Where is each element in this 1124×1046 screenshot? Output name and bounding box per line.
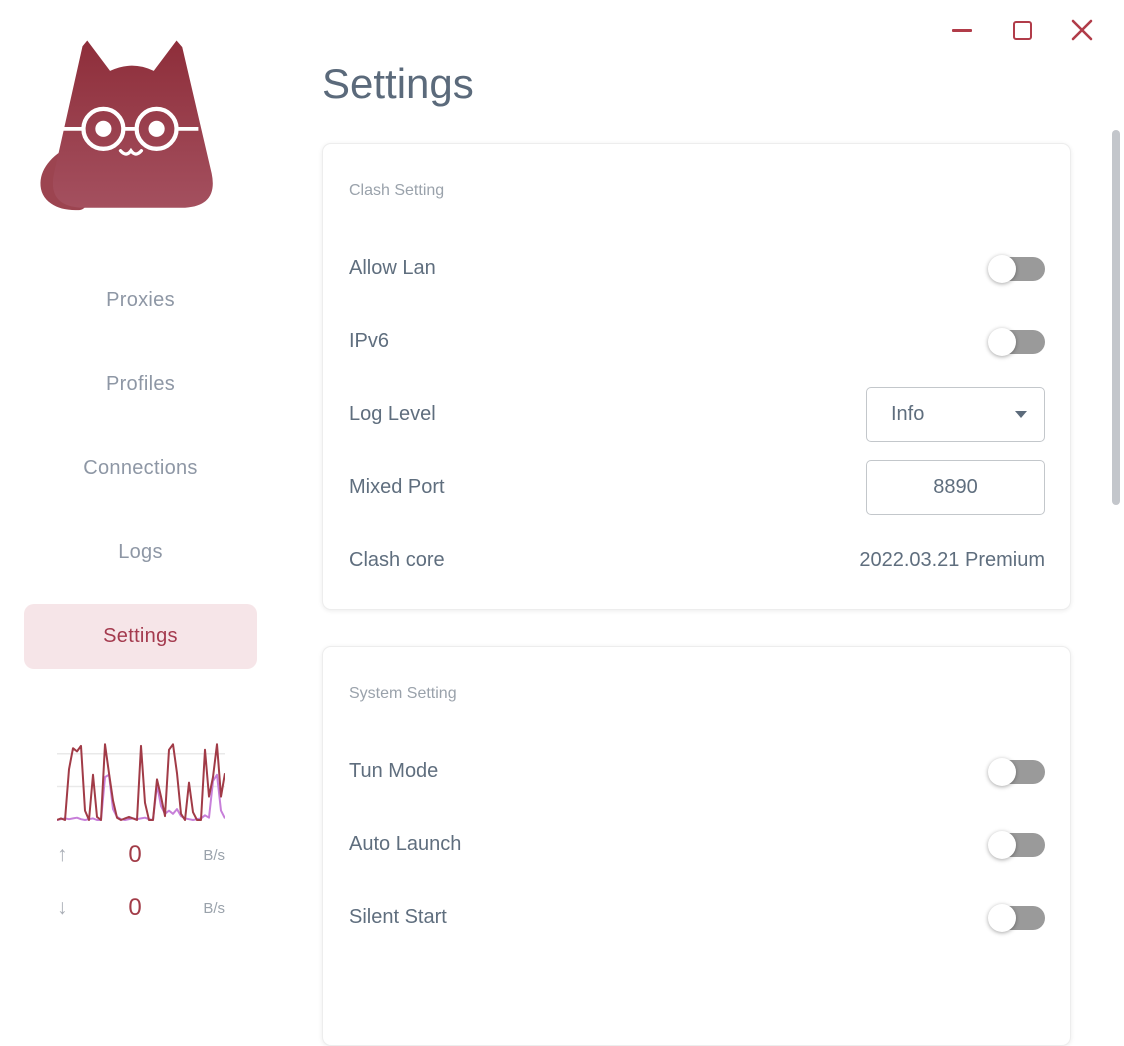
page-title: Settings <box>322 60 474 107</box>
section-label-clash-setting: Clash Setting <box>349 182 445 199</box>
sidebar-item-connections[interactable]: Connections <box>83 457 198 479</box>
log-level-select[interactable]: Info <box>866 387 1045 442</box>
upload-speed-row: ↑ 0 B/s <box>57 840 225 870</box>
arrow-up-icon: ↑ <box>57 843 68 866</box>
tun-mode-label: Tun Mode <box>349 760 439 782</box>
window-controls <box>940 8 1104 52</box>
ipv6-toggle[interactable] <box>988 327 1045 356</box>
minimize-button[interactable] <box>940 8 984 52</box>
ipv6-label: IPv6 <box>349 330 390 352</box>
clash-core-row: Clash core 2022.03.21 Premium <box>349 524 1045 597</box>
log-level-value: Info <box>891 403 925 425</box>
sidebar-nav: Proxies Profiles Connections Logs Settin… <box>24 268 257 688</box>
arrow-down-icon: ↓ <box>57 896 68 919</box>
toggle-thumb <box>988 254 1016 283</box>
sidebar-item-proxies[interactable]: Proxies <box>106 289 175 311</box>
close-button[interactable] <box>1060 8 1104 52</box>
mixed-port-label: Mixed Port <box>349 476 445 498</box>
system-setting-card: System Setting Tun Mode Auto Launch Sile… <box>322 646 1071 1046</box>
log-level-row: Log Level Info <box>349 378 1045 451</box>
traffic-chart <box>57 743 225 821</box>
toggle-thumb <box>988 830 1016 859</box>
auto-launch-row: Auto Launch <box>349 808 1045 881</box>
cat-logo <box>40 40 213 211</box>
download-speed-unit: B/s <box>203 899 225 917</box>
upload-speed-value: 0 <box>128 841 142 868</box>
clash-core-value: 2022.03.21 Premium <box>859 549 1045 571</box>
clash-core-label: Clash core <box>349 549 445 571</box>
mixed-port-row: Mixed Port <box>349 451 1045 524</box>
ipv6-row: IPv6 <box>349 305 1045 378</box>
allow-lan-label: Allow Lan <box>349 257 436 279</box>
tun-mode-row: Tun Mode <box>349 735 1045 808</box>
main-content: Settings Clash Setting Allow Lan IPv6 Lo… <box>280 0 1124 1046</box>
silent-start-toggle[interactable] <box>988 903 1045 932</box>
download-speed-value: 0 <box>128 894 142 921</box>
allow-lan-toggle[interactable] <box>988 254 1045 283</box>
maximize-button[interactable] <box>1000 8 1044 52</box>
clash-setting-card: Clash Setting Allow Lan IPv6 Log Level I… <box>322 143 1071 610</box>
mixed-port-input[interactable] <box>866 460 1045 515</box>
sidebar-item-settings[interactable]: Settings <box>24 604 257 669</box>
tun-mode-toggle[interactable] <box>988 757 1045 786</box>
section-label-system-setting: System Setting <box>349 685 457 702</box>
auto-launch-toggle[interactable] <box>988 830 1045 859</box>
upload-speed-unit: B/s <box>203 846 225 864</box>
allow-lan-row: Allow Lan <box>349 232 1045 305</box>
sidebar: Proxies Profiles Connections Logs Settin… <box>0 0 280 937</box>
sidebar-item-profiles[interactable]: Profiles <box>105 373 176 395</box>
maximize-icon <box>1012 20 1032 40</box>
sidebar-item-logs[interactable]: Logs <box>118 541 163 563</box>
silent-start-label: Silent Start <box>349 906 447 928</box>
silent-start-row: Silent Start <box>349 881 1045 954</box>
toggle-thumb <box>988 757 1016 786</box>
download-speed-row: ↓ 0 B/s <box>57 893 225 923</box>
toggle-thumb <box>988 327 1016 356</box>
log-level-label: Log Level <box>349 403 436 425</box>
minimize-icon <box>952 28 972 32</box>
chevron-down-icon <box>1015 411 1027 418</box>
scrollbar-thumb[interactable] <box>1112 130 1120 505</box>
auto-launch-label: Auto Launch <box>349 833 462 855</box>
toggle-thumb <box>988 903 1016 932</box>
close-icon <box>1071 19 1093 41</box>
